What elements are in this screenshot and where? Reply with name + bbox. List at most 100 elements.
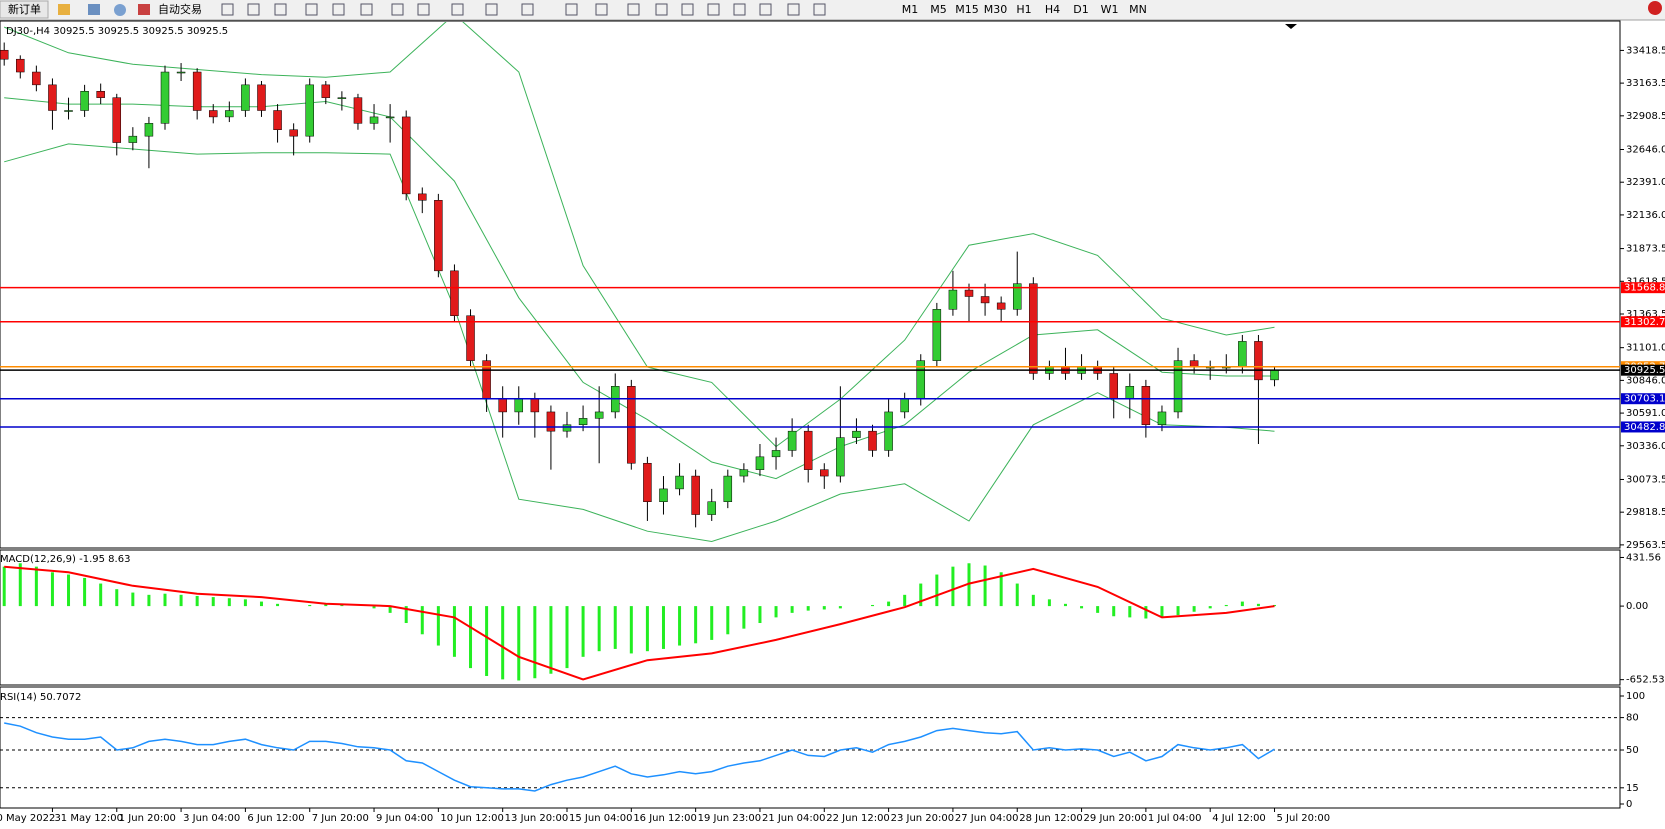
macd-bar: [420, 606, 424, 635]
icon[interactable]: [58, 4, 70, 15]
timeframe-button[interactable]: H1: [1016, 3, 1031, 16]
macd-bar: [1224, 604, 1228, 607]
tool-icon[interactable]: [787, 3, 800, 16]
macd-bar: [1144, 606, 1148, 619]
tool-icon[interactable]: [681, 3, 694, 16]
macd-bar: [822, 606, 826, 610]
macd-bar: [276, 603, 280, 607]
tool-icon[interactable]: [451, 3, 464, 16]
rsi-line: [4, 722, 1275, 792]
macd-panel: [0, 549, 1621, 686]
candle-body: [48, 84, 57, 111]
macd-bar: [1160, 606, 1164, 618]
tool-icon[interactable]: [360, 3, 373, 16]
timeframe-button[interactable]: M15: [955, 3, 979, 16]
tool-icon[interactable]: [221, 3, 234, 16]
auto-trading-icon[interactable]: [138, 4, 150, 15]
candle-body: [176, 71, 186, 74]
x-tick-label: 4 Jul 12:00: [1212, 813, 1266, 824]
candle-body: [707, 501, 716, 515]
macd-bar: [50, 572, 54, 607]
macd-bar: [1112, 606, 1116, 617]
y-tick-label: 431.56: [1626, 552, 1661, 563]
tool-icon[interactable]: [655, 3, 668, 16]
tool-icon[interactable]: [733, 3, 746, 16]
candle-body: [723, 475, 733, 502]
macd-bar: [967, 563, 971, 607]
tool-icon[interactable]: [707, 3, 720, 16]
candle-body: [337, 97, 347, 99]
candle-body: [160, 71, 170, 124]
candle-body: [948, 289, 958, 310]
candle-body: [498, 398, 507, 413]
tool-icon[interactable]: [417, 3, 430, 16]
tool-icon[interactable]: [485, 3, 498, 16]
candle-body: [305, 84, 314, 137]
y-tick-label: 31363.5: [1626, 309, 1665, 320]
new-order-label[interactable]: 新订单: [8, 2, 41, 16]
candle-body: [401, 116, 411, 195]
auto-trading-label[interactable]: 自动交易: [158, 2, 202, 16]
macd-bar: [565, 606, 569, 669]
y-tick-label: 30073.5: [1626, 474, 1665, 485]
x-tick-label: 5 Jul 20:00: [1277, 813, 1331, 824]
x-tick-label: 21 Jun 04:00: [762, 813, 826, 824]
macd-bar: [324, 603, 328, 607]
tool-icon[interactable]: [247, 3, 260, 16]
tool-icon[interactable]: [627, 3, 640, 16]
candle-body: [241, 84, 250, 111]
tool-icon[interactable]: [274, 3, 287, 16]
timeframe-button[interactable]: M30: [984, 3, 1008, 16]
candle-body: [627, 386, 636, 464]
bollinger-middle: [4, 97, 1275, 480]
candle-body: [1270, 369, 1279, 381]
candle-body: [418, 193, 427, 201]
macd-bar: [211, 597, 215, 607]
candle-body: [369, 116, 379, 124]
macd-bar: [179, 594, 183, 607]
timeframe-button[interactable]: D1: [1073, 3, 1088, 16]
y-tick-label: 32646.0: [1626, 144, 1665, 155]
icon[interactable]: [114, 4, 126, 16]
candle-body: [466, 315, 475, 361]
tool-icon[interactable]: [595, 3, 608, 16]
alert-icon[interactable]: [1648, 1, 1662, 15]
candle-body: [289, 129, 298, 137]
y-tick-label: 100: [1626, 691, 1645, 702]
tool-icon[interactable]: [332, 3, 345, 16]
x-tick-label: 16 Jun 12:00: [633, 813, 697, 824]
x-tick-label: 19 Jun 23:00: [698, 813, 762, 824]
icon[interactable]: [88, 4, 100, 15]
new-order-button[interactable]: [0, 0, 49, 19]
timeframe-button[interactable]: W1: [1101, 3, 1119, 16]
macd-bar: [999, 572, 1003, 607]
candle-body: [514, 398, 524, 413]
tool-icon[interactable]: [565, 3, 578, 16]
x-tick-label: 13 Jun 20:00: [505, 813, 569, 824]
candle-body: [1125, 386, 1135, 400]
y-tick-label: 31101.0: [1626, 343, 1665, 354]
macd-bar: [806, 606, 810, 611]
tool-icon[interactable]: [391, 3, 404, 16]
macd-bar: [83, 577, 87, 607]
macd-signal: [4, 565, 1275, 681]
tool-icon[interactable]: [759, 3, 772, 16]
timeframe-button[interactable]: MN: [1129, 3, 1147, 16]
x-tick-label: 3 Jun 04:00: [183, 813, 240, 824]
x-tick-label: 1 Jul 04:00: [1148, 813, 1202, 824]
candle-body: [659, 488, 668, 502]
candle-body: [128, 135, 138, 143]
macd-bar: [661, 606, 665, 649]
candle-body: [450, 270, 459, 316]
y-tick-label: 32908.5: [1626, 111, 1665, 122]
tool-icon[interactable]: [521, 3, 534, 16]
candle-body: [257, 84, 266, 111]
macd-bar: [404, 606, 408, 624]
macd-bar: [243, 599, 247, 607]
timeframe-button[interactable]: M5: [930, 3, 947, 16]
tool-icon[interactable]: [305, 3, 318, 16]
timeframe-button[interactable]: H4: [1045, 3, 1060, 16]
tool-icon[interactable]: [813, 3, 826, 16]
timeframe-button[interactable]: M1: [902, 3, 919, 16]
candle-body: [192, 71, 202, 111]
